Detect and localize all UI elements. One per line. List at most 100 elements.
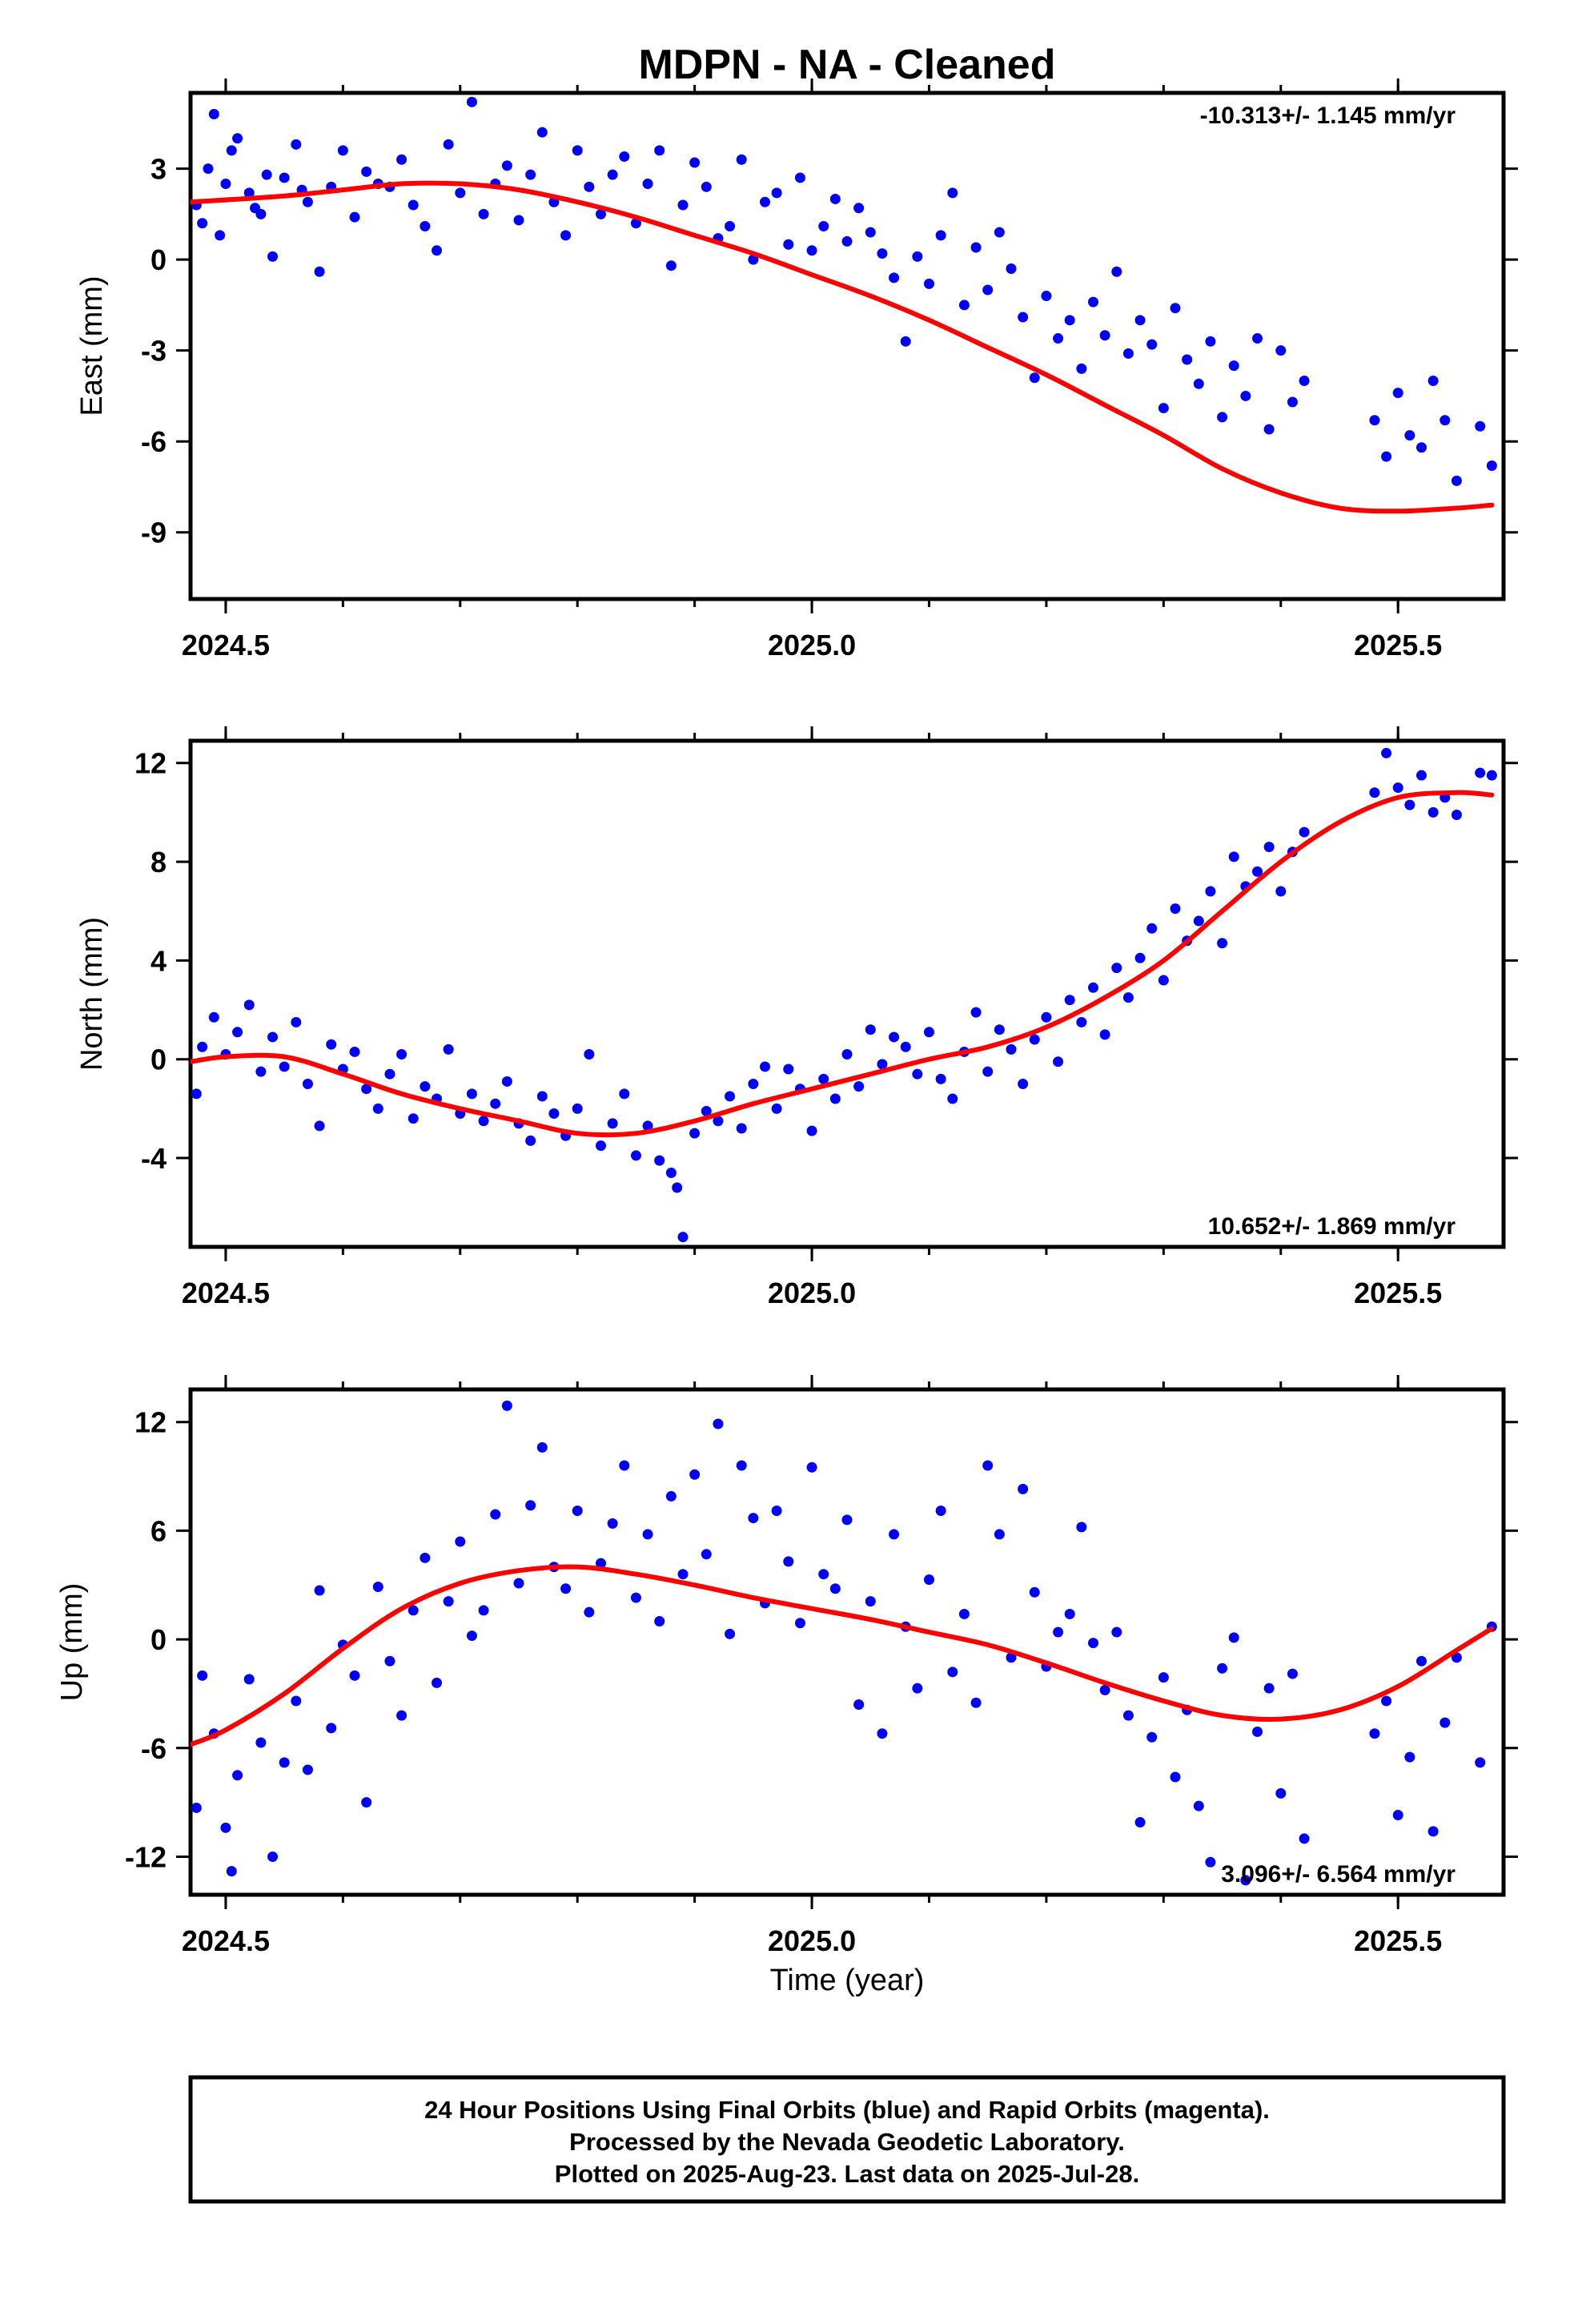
east-data-point xyxy=(443,139,454,150)
east-data-point xyxy=(1451,475,1462,486)
north-data-point xyxy=(1111,963,1122,974)
north-data-point xyxy=(1404,799,1415,810)
east-data-point xyxy=(642,179,653,190)
up-data-point xyxy=(361,1797,372,1808)
up-data-point xyxy=(1064,1608,1075,1619)
up-data-point xyxy=(466,1630,477,1642)
north-data-point xyxy=(1158,975,1169,986)
north-data-point xyxy=(267,1031,278,1043)
up-data-point xyxy=(1299,1833,1310,1844)
north-data-point xyxy=(1099,1029,1110,1040)
north-data-point xyxy=(924,1027,934,1038)
up-data-point xyxy=(1287,1668,1298,1679)
north-data-point xyxy=(665,1168,677,1179)
north-data-point xyxy=(877,1059,888,1070)
up-data-point xyxy=(889,1529,900,1540)
north-data-point xyxy=(302,1079,313,1090)
east-data-point xyxy=(337,145,348,156)
north-plot-area xyxy=(191,747,1497,1243)
up-data-point xyxy=(596,1558,606,1569)
north-y-tick-label: 4 xyxy=(151,944,167,977)
up-data-point xyxy=(1451,1652,1462,1663)
east-data-point xyxy=(1369,415,1380,426)
up-data-point xyxy=(1439,1717,1451,1728)
east-data-point xyxy=(226,145,237,156)
east-data-point xyxy=(665,260,677,271)
north-data-point xyxy=(841,1049,853,1060)
up-data-point xyxy=(584,1606,595,1618)
north-data-point xyxy=(1217,938,1228,949)
east-data-point xyxy=(1182,354,1193,365)
up-data-point xyxy=(1252,1726,1263,1737)
north-data-point xyxy=(1263,842,1275,853)
east-data-point xyxy=(455,187,466,199)
up-data-point xyxy=(1404,1751,1415,1763)
up-data-point xyxy=(291,1695,302,1707)
east-data-point xyxy=(314,266,325,277)
up-data-point xyxy=(432,1677,442,1688)
east-data-point xyxy=(994,227,1005,238)
north-data-point xyxy=(501,1076,512,1087)
north-data-point xyxy=(982,1066,994,1077)
north-data-point xyxy=(1134,952,1146,963)
up-data-point xyxy=(725,1628,736,1639)
up-data-point xyxy=(1122,1710,1134,1721)
east-y-tick-label: 3 xyxy=(151,153,167,186)
up-data-point xyxy=(1427,1826,1439,1837)
north-data-point xyxy=(420,1081,431,1092)
east-data-point xyxy=(1146,339,1158,350)
up-data-point xyxy=(1076,1522,1087,1533)
east-data-point xyxy=(1088,296,1098,308)
north-data-point xyxy=(935,1073,946,1084)
east-data-point xyxy=(420,221,431,232)
north-data-point xyxy=(1205,886,1216,897)
north-data-point xyxy=(279,1061,290,1072)
north-data-point xyxy=(1451,809,1462,820)
north-data-point xyxy=(672,1182,683,1193)
east-data-point xyxy=(1427,376,1439,387)
east-data-point xyxy=(408,199,419,211)
up-data-point xyxy=(642,1529,653,1540)
up-x-tick-label: 2024.5 xyxy=(182,1924,270,1957)
north-data-point xyxy=(900,1041,911,1052)
east-data-point xyxy=(1263,424,1275,435)
east-data-point xyxy=(689,157,701,168)
north-data-point xyxy=(572,1103,583,1114)
up-data-point xyxy=(408,1605,419,1616)
north-data-point xyxy=(1299,826,1310,838)
north-data-point xyxy=(1053,1056,1064,1068)
east-x-tick-label: 2024.5 xyxy=(182,629,270,661)
up-data-point xyxy=(736,1460,747,1471)
up-data-point xyxy=(654,1615,665,1626)
east-data-point xyxy=(760,196,770,207)
north-data-point xyxy=(584,1049,595,1060)
north-data-point xyxy=(243,999,255,1011)
east-data-point xyxy=(1111,266,1122,277)
north-data-point xyxy=(548,1108,560,1120)
north-data-point xyxy=(970,1007,982,1018)
north-data-point xyxy=(760,1061,770,1072)
x-axis-title: Time (year) xyxy=(770,1964,925,1997)
east-data-point xyxy=(701,181,712,192)
east-data-point xyxy=(1475,420,1486,432)
chart-title: MDPN - NA - Cleaned xyxy=(639,42,1056,88)
east-data-point xyxy=(1041,291,1052,302)
east-data-point xyxy=(302,196,313,207)
east-data-point xyxy=(912,251,923,262)
east-data-point xyxy=(572,145,583,156)
up-data-point xyxy=(1099,1684,1110,1695)
east-data-point xyxy=(513,215,524,226)
east-data-point xyxy=(267,251,278,262)
up-data-point xyxy=(853,1699,865,1711)
east-data-point xyxy=(1299,376,1310,387)
east-data-point xyxy=(1029,372,1040,384)
east-data-point xyxy=(1240,390,1251,401)
east-data-point xyxy=(725,221,736,232)
north-data-point xyxy=(818,1073,829,1084)
up-data-point xyxy=(877,1728,888,1739)
up-data-point xyxy=(701,1549,712,1560)
north-data-point xyxy=(748,1079,759,1090)
east-data-point xyxy=(1053,333,1064,344)
north-frame xyxy=(188,738,1506,1249)
